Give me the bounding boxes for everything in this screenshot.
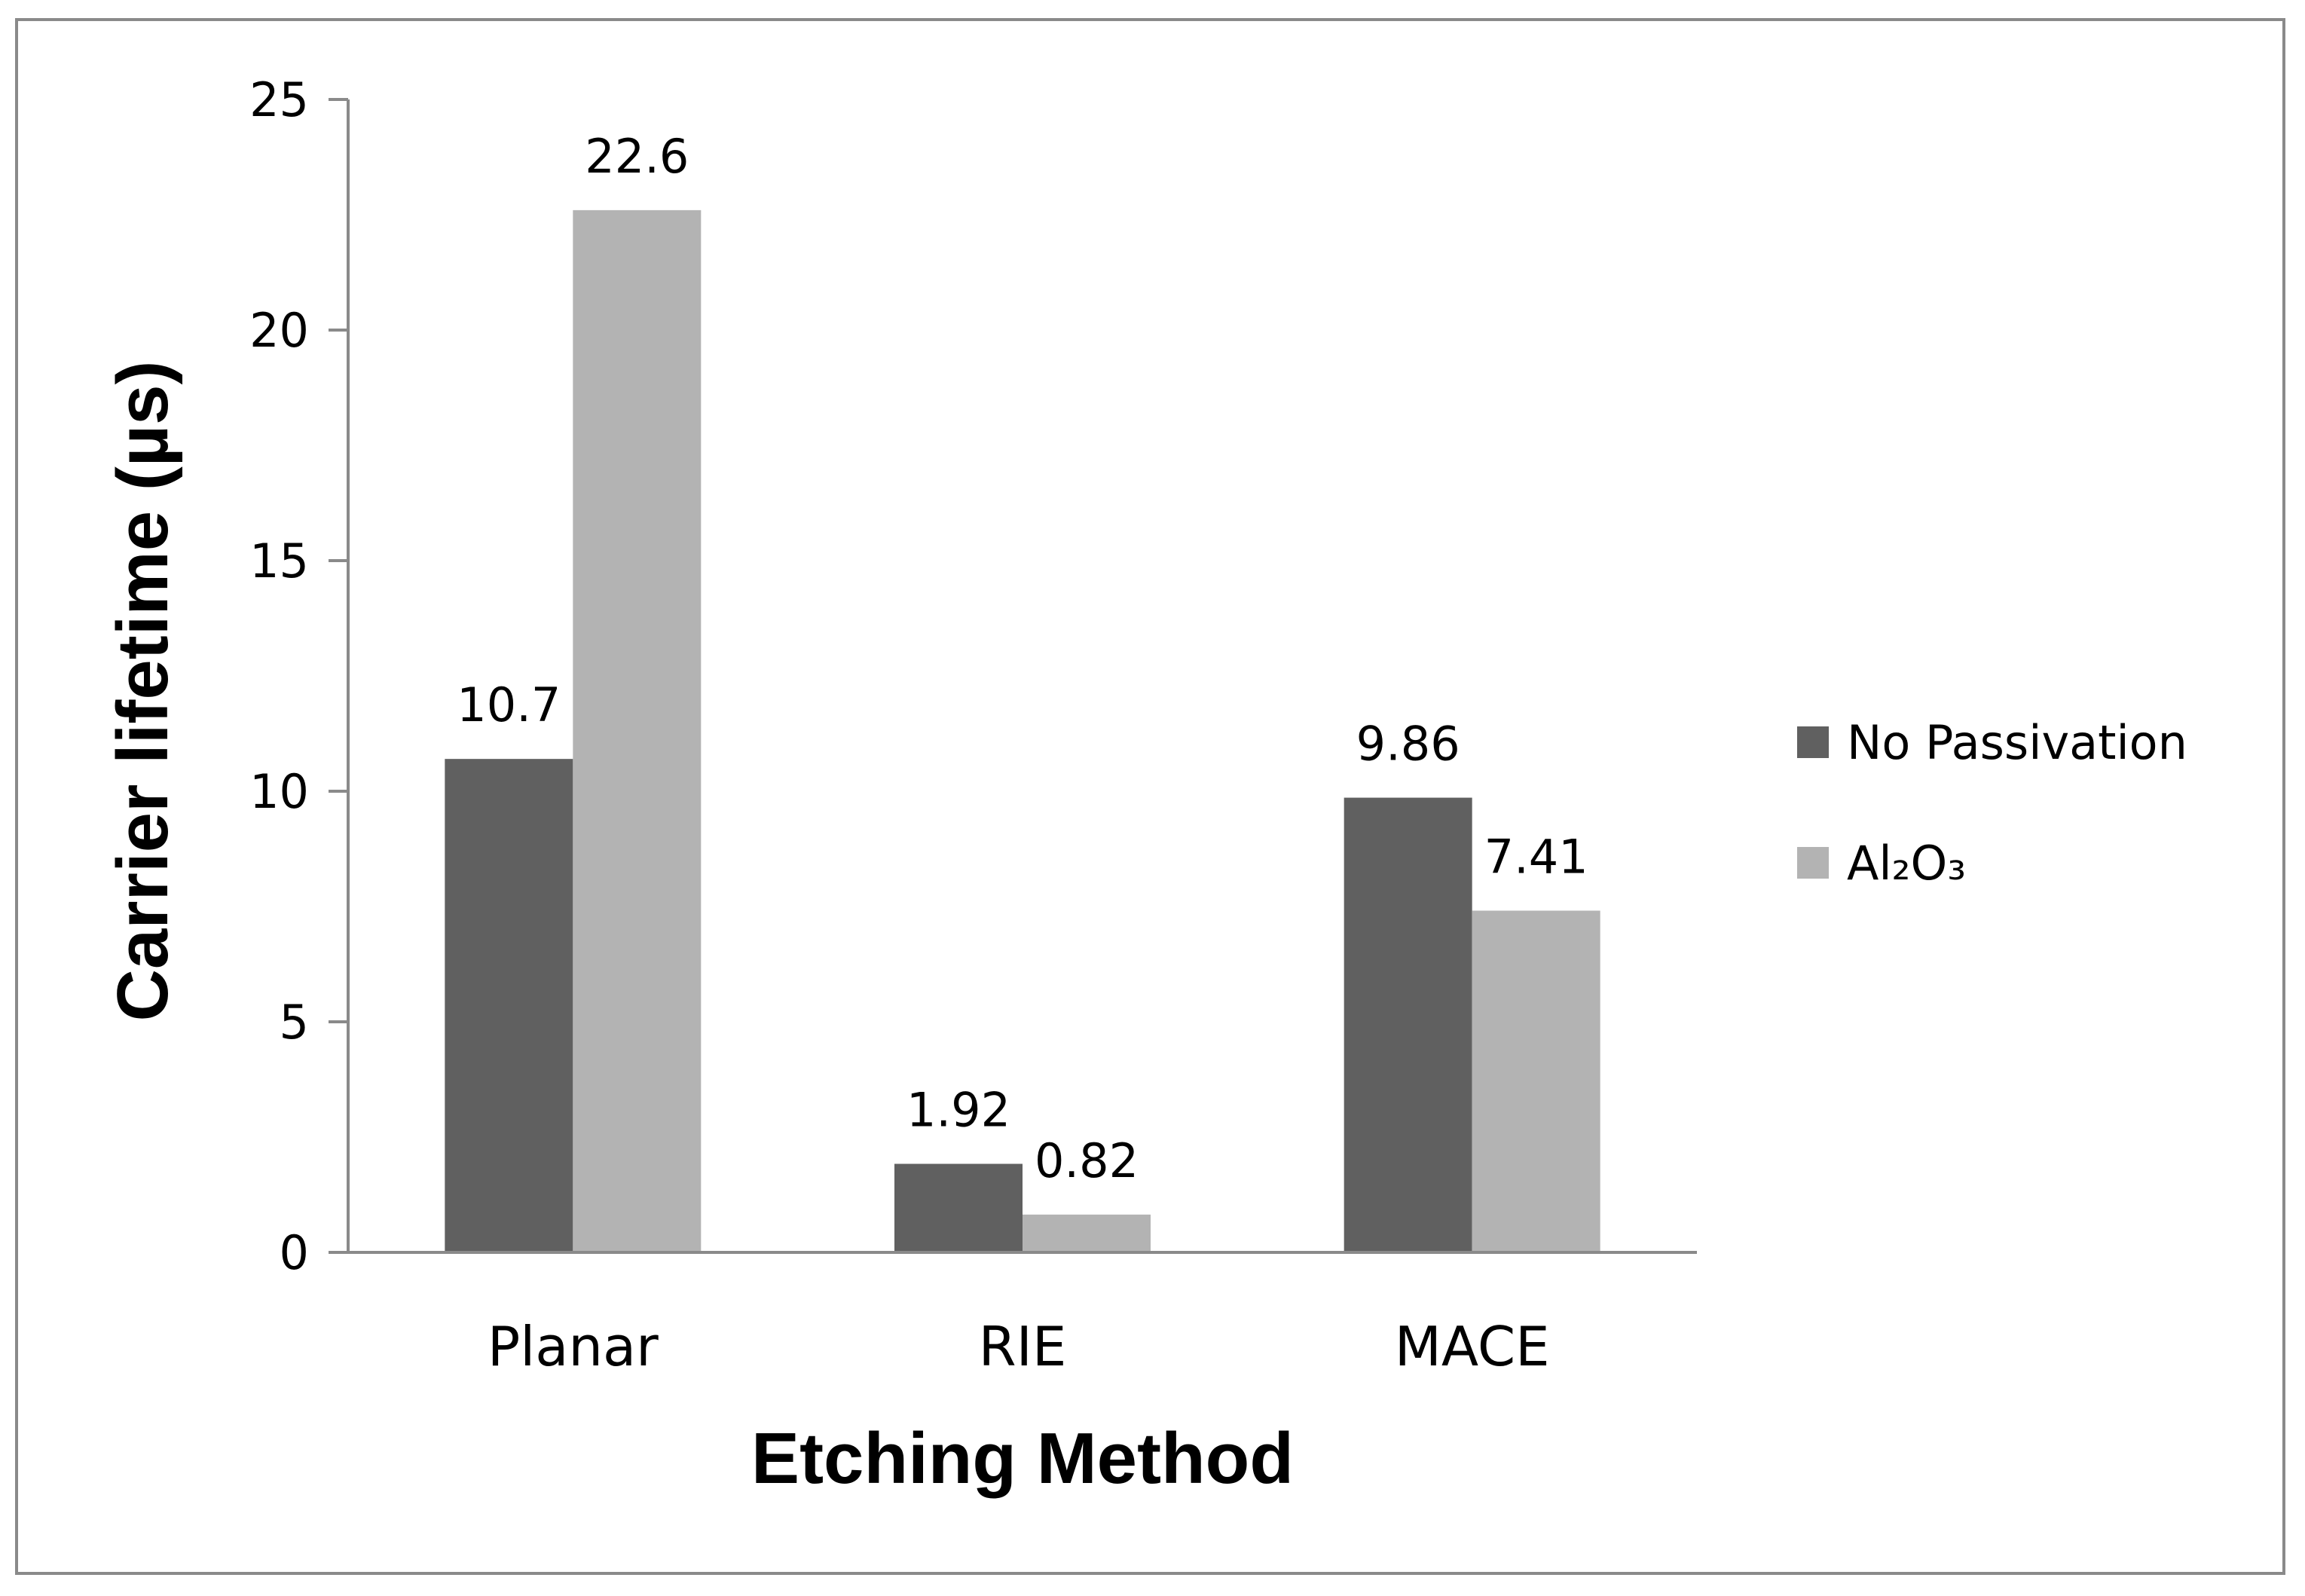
y-tick-label: 5	[280, 995, 309, 1050]
y-tick-label: 0	[280, 1225, 309, 1280]
chart-frame	[15, 18, 2285, 1575]
data-label: 9.86	[1356, 717, 1460, 772]
data-labels: 10.7 22.6 1.92 0.82 9.86 7.41	[457, 129, 1588, 1188]
y-axis-title: Carrier lifetime (µs)	[102, 361, 183, 1022]
data-label: 22.6	[585, 129, 689, 184]
x-axis-title: Etching Method	[751, 1418, 1294, 1499]
bar	[894, 1163, 1023, 1252]
y-tick-label: 15	[249, 534, 309, 589]
data-label: 0.82	[1035, 1133, 1139, 1188]
legend: No Passivation Al₂O₃	[1797, 715, 2187, 891]
x-axis-category-labels: Planar RIE MACE	[488, 1315, 1550, 1378]
legend-swatch	[1797, 726, 1829, 758]
data-label: 1.92	[906, 1082, 1010, 1137]
y-tick-label: 20	[249, 303, 309, 358]
bar	[1472, 910, 1600, 1252]
y-axis-ticks: 0 5 10 15 20 25	[249, 72, 348, 1280]
bars	[445, 209, 1600, 1252]
x-category-label: RIE	[979, 1315, 1067, 1378]
data-label: 7.41	[1484, 830, 1588, 885]
data-label: 10.7	[457, 677, 561, 732]
y-tick-label: 25	[249, 72, 309, 127]
bar	[1344, 797, 1472, 1252]
x-category-label: Planar	[488, 1315, 659, 1378]
legend-label: No Passivation	[1847, 715, 2187, 770]
bar	[573, 209, 702, 1252]
legend-swatch	[1797, 847, 1829, 879]
legend-label: Al₂O₃	[1847, 836, 1966, 891]
y-tick-label: 10	[249, 764, 309, 819]
bar	[445, 759, 573, 1252]
bar	[1023, 1214, 1151, 1252]
x-category-label: MACE	[1395, 1315, 1550, 1378]
